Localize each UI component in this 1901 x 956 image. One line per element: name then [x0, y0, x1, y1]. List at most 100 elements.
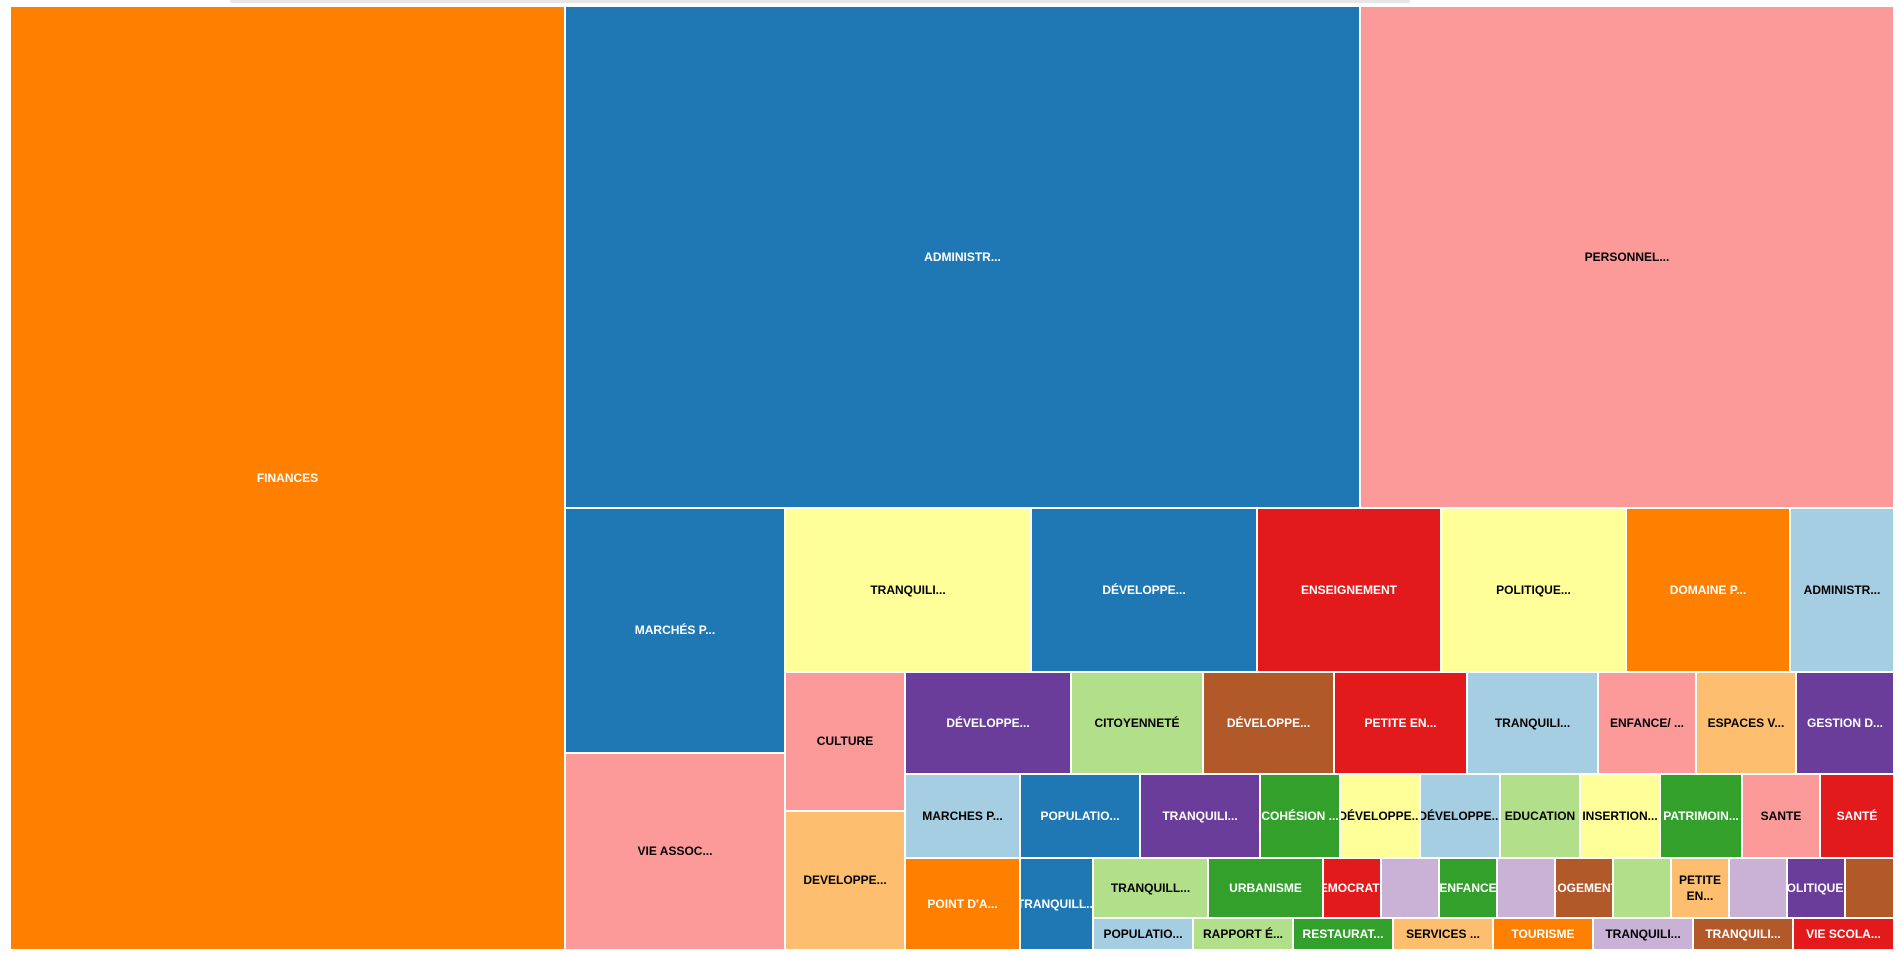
treemap-cell-label: PETITE EN...	[1678, 872, 1721, 903]
top-divider	[230, 0, 1410, 3]
treemap-cell-enfance[interactable]: ENFANCE/ ...	[1598, 672, 1696, 774]
treemap-cell-administr[interactable]: ADMINISTR...	[1790, 508, 1894, 672]
treemap-cell-label: SANTE	[1760, 808, 1802, 823]
treemap-cell-41[interactable]	[1613, 858, 1671, 918]
treemap-cell-sante[interactable]: SANTE	[1742, 774, 1820, 858]
treemap-cell-espaces-v[interactable]: ESPACES V...	[1696, 672, 1796, 774]
treemap-cell-label: SERVICES ...	[1406, 926, 1480, 941]
treemap-cell-label: DÉVELOPPE...	[946, 715, 1030, 730]
treemap-cell-marches-p[interactable]: MARCHES P...	[905, 774, 1020, 858]
treemap-cell-label: DÉVELOPPE...	[1102, 582, 1186, 597]
treemap-cell-label: COHÉSION ...	[1261, 808, 1339, 823]
treemap-cell-label: LOGEMENT	[1556, 880, 1612, 895]
treemap-cell-services[interactable]: SERVICES ...	[1393, 918, 1493, 950]
treemap-cell-personnel[interactable]: PERSONNEL...	[1360, 6, 1894, 508]
treemap-cell-enseignement[interactable]: ENSEIGNEMENT	[1257, 508, 1441, 672]
treemap-cell-label: DÉVELOPPE...	[1341, 808, 1419, 823]
treemap-cell-label: CULTURE	[816, 734, 874, 749]
treemap-cell-label	[1846, 859, 1893, 917]
treemap-cell-label: VIE ASSOC...	[637, 844, 713, 859]
treemap-cell-label	[1614, 859, 1670, 917]
treemap-cell-restaurat[interactable]: RESTAURAT...	[1293, 918, 1393, 950]
treemap-cell-tourisme[interactable]: TOURISME	[1493, 918, 1593, 950]
treemap-cell-politique[interactable]: POLITIQUE...	[1787, 858, 1845, 918]
treemap-cell-label: URBANISME	[1229, 880, 1302, 895]
treemap-cell-label: DEVELOPPE...	[803, 873, 887, 888]
treemap-cell-developpe[interactable]: DÉVELOPPE...	[1031, 508, 1257, 672]
treemap-cell-label: EDUCATION	[1504, 808, 1576, 823]
treemap-cell-label: FINANCES	[256, 470, 319, 485]
treemap-cell-label: PETITE EN...	[1364, 715, 1437, 730]
treemap-cell-enfance[interactable]: ENFANCE	[1439, 858, 1497, 918]
treemap-cell-developpe[interactable]: DÉVELOPPE...	[905, 672, 1071, 774]
treemap-cell-label: POPULATIO...	[1040, 808, 1120, 823]
treemap-cell-label: POLITIQUE...	[1496, 582, 1571, 597]
treemap-cell-petite-en[interactable]: PETITE EN...	[1671, 858, 1729, 918]
treemap-cell-patrimoin[interactable]: PATRIMOIN...	[1660, 774, 1742, 858]
treemap-cell-label: ESPACES V...	[1707, 715, 1785, 730]
treemap-cell-insertion[interactable]: INSERTION...	[1580, 774, 1660, 858]
treemap-cell-label: TRANQUILI...	[1605, 926, 1681, 941]
treemap-cell-label: MARCHÉS P...	[634, 623, 716, 638]
treemap-cell-label: DOMAINE P...	[1669, 582, 1747, 597]
treemap-cell-tranquill[interactable]: TRANQUILL...	[1020, 858, 1093, 950]
treemap-cell-vie-scola[interactable]: VIE SCOLA...	[1793, 918, 1894, 950]
treemap-cell-45[interactable]	[1845, 858, 1894, 918]
treemap-cell-label: GESTION D...	[1806, 715, 1883, 730]
treemap-cell-label: TRANQUILI...	[1494, 715, 1571, 730]
treemap-cell-democrati[interactable]: DEMOCRATI...	[1323, 858, 1381, 918]
treemap-cell-39[interactable]	[1497, 858, 1555, 918]
treemap-cell-37[interactable]	[1381, 858, 1439, 918]
treemap-cell-label: VIE SCOLA...	[1806, 926, 1881, 941]
treemap-cell-vie-assoc[interactable]: VIE ASSOC...	[565, 753, 785, 950]
treemap-cell-label	[1382, 859, 1438, 917]
treemap-cell-gestion-d[interactable]: GESTION D...	[1796, 672, 1894, 774]
treemap-cell-label: POINT D'A...	[927, 896, 998, 911]
treemap-cell-sante[interactable]: SANTÉ	[1820, 774, 1894, 858]
treemap-cell-label: TOURISME	[1511, 926, 1575, 941]
treemap-cell-developpe[interactable]: DEVELOPPE...	[785, 811, 905, 950]
treemap-cell-tranquili[interactable]: TRANQUILI...	[1693, 918, 1793, 950]
treemap-cell-populatio[interactable]: POPULATIO...	[1093, 918, 1193, 950]
treemap-cell-urbanisme[interactable]: URBANISME	[1208, 858, 1323, 918]
treemap-cell-rapport-e[interactable]: RAPPORT É...	[1193, 918, 1293, 950]
treemap-cell-43[interactable]	[1729, 858, 1787, 918]
treemap-cell-education[interactable]: EDUCATION	[1500, 774, 1580, 858]
treemap-cell-tranquill[interactable]: TRANQUILL...	[1093, 858, 1208, 918]
treemap-cell-label: PATRIMOIN...	[1663, 808, 1739, 823]
treemap-cell-point-d-a[interactable]: POINT D'A...	[905, 858, 1020, 950]
treemap-cell-domaine-p[interactable]: DOMAINE P...	[1626, 508, 1790, 672]
treemap-cell-administr[interactable]: ADMINISTR...	[565, 6, 1360, 508]
treemap-cell-label: ADMINISTR...	[1803, 582, 1881, 597]
treemap-cell-label: TRANQUILL...	[1021, 896, 1092, 911]
treemap-cell-logement[interactable]: LOGEMENT	[1555, 858, 1613, 918]
treemap-cell-label: SANTÉ	[1836, 808, 1878, 823]
treemap-cell-tranquili[interactable]: TRANQUILI...	[1140, 774, 1260, 858]
treemap-cell-label: PERSONNEL...	[1584, 249, 1670, 264]
treemap-cell-label: RAPPORT É...	[1202, 926, 1283, 941]
treemap-cell-finances[interactable]: FINANCES	[10, 6, 565, 950]
treemap-cell-culture[interactable]: CULTURE	[785, 672, 905, 811]
treemap-cell-label: TRANQUILL...	[1110, 880, 1191, 895]
treemap-cell-populatio[interactable]: POPULATIO...	[1020, 774, 1140, 858]
treemap-cell-label: MARCHES P...	[922, 808, 1003, 823]
treemap-cell-petite-en[interactable]: PETITE EN...	[1334, 672, 1467, 774]
treemap-cell-developpe[interactable]: DÉVELOPPE...	[1420, 774, 1500, 858]
treemap-cell-label: INSERTION...	[1582, 808, 1658, 823]
treemap-cell-citoyennete[interactable]: CITOYENNETÉ	[1071, 672, 1203, 774]
treemap-cell-label: ADMINISTR...	[924, 249, 1001, 264]
treemap-cell-label	[1498, 859, 1554, 917]
treemap-cell-label: DÉVELOPPE...	[1421, 808, 1499, 823]
treemap-cell-cohesion[interactable]: COHÉSION ...	[1260, 774, 1340, 858]
treemap-cell-developpe[interactable]: DÉVELOPPE...	[1340, 774, 1420, 858]
treemap-cell-tranquili[interactable]: TRANQUILI...	[1467, 672, 1598, 774]
treemap-cell-label	[1730, 859, 1786, 917]
treemap-cell-tranquili[interactable]: TRANQUILI...	[785, 508, 1031, 672]
treemap-cell-developpe[interactable]: DÉVELOPPE...	[1203, 672, 1334, 774]
treemap-cell-politique[interactable]: POLITIQUE...	[1441, 508, 1626, 672]
treemap-cell-tranquili[interactable]: TRANQUILI...	[1593, 918, 1693, 950]
treemap-cell-label: POPULATIO...	[1103, 926, 1183, 941]
treemap-cell-marches-p[interactable]: MARCHÉS P...	[565, 508, 785, 753]
treemap-cell-label: TRANQUILI...	[1162, 808, 1238, 823]
